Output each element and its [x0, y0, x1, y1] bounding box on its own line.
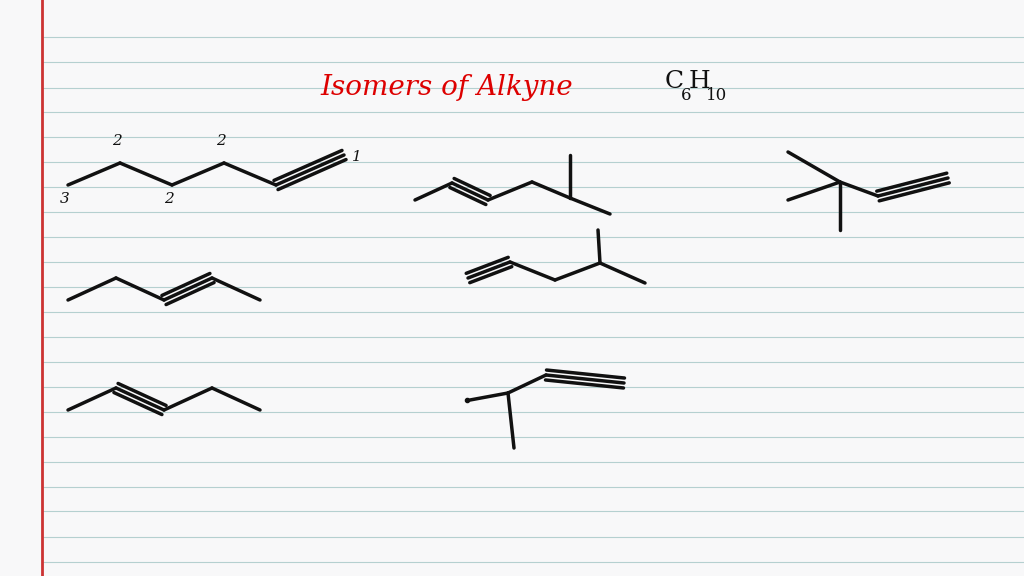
- Text: 2: 2: [112, 134, 122, 148]
- Text: 1: 1: [352, 150, 361, 164]
- Text: 3: 3: [60, 192, 70, 206]
- Text: H: H: [689, 70, 711, 93]
- Text: C: C: [665, 70, 684, 93]
- Text: 6: 6: [681, 87, 691, 104]
- Text: 2: 2: [216, 134, 225, 148]
- Text: 2: 2: [164, 192, 174, 206]
- Text: Isomers of Alkyne: Isomers of Alkyne: [319, 74, 572, 101]
- Text: 10: 10: [706, 87, 727, 104]
